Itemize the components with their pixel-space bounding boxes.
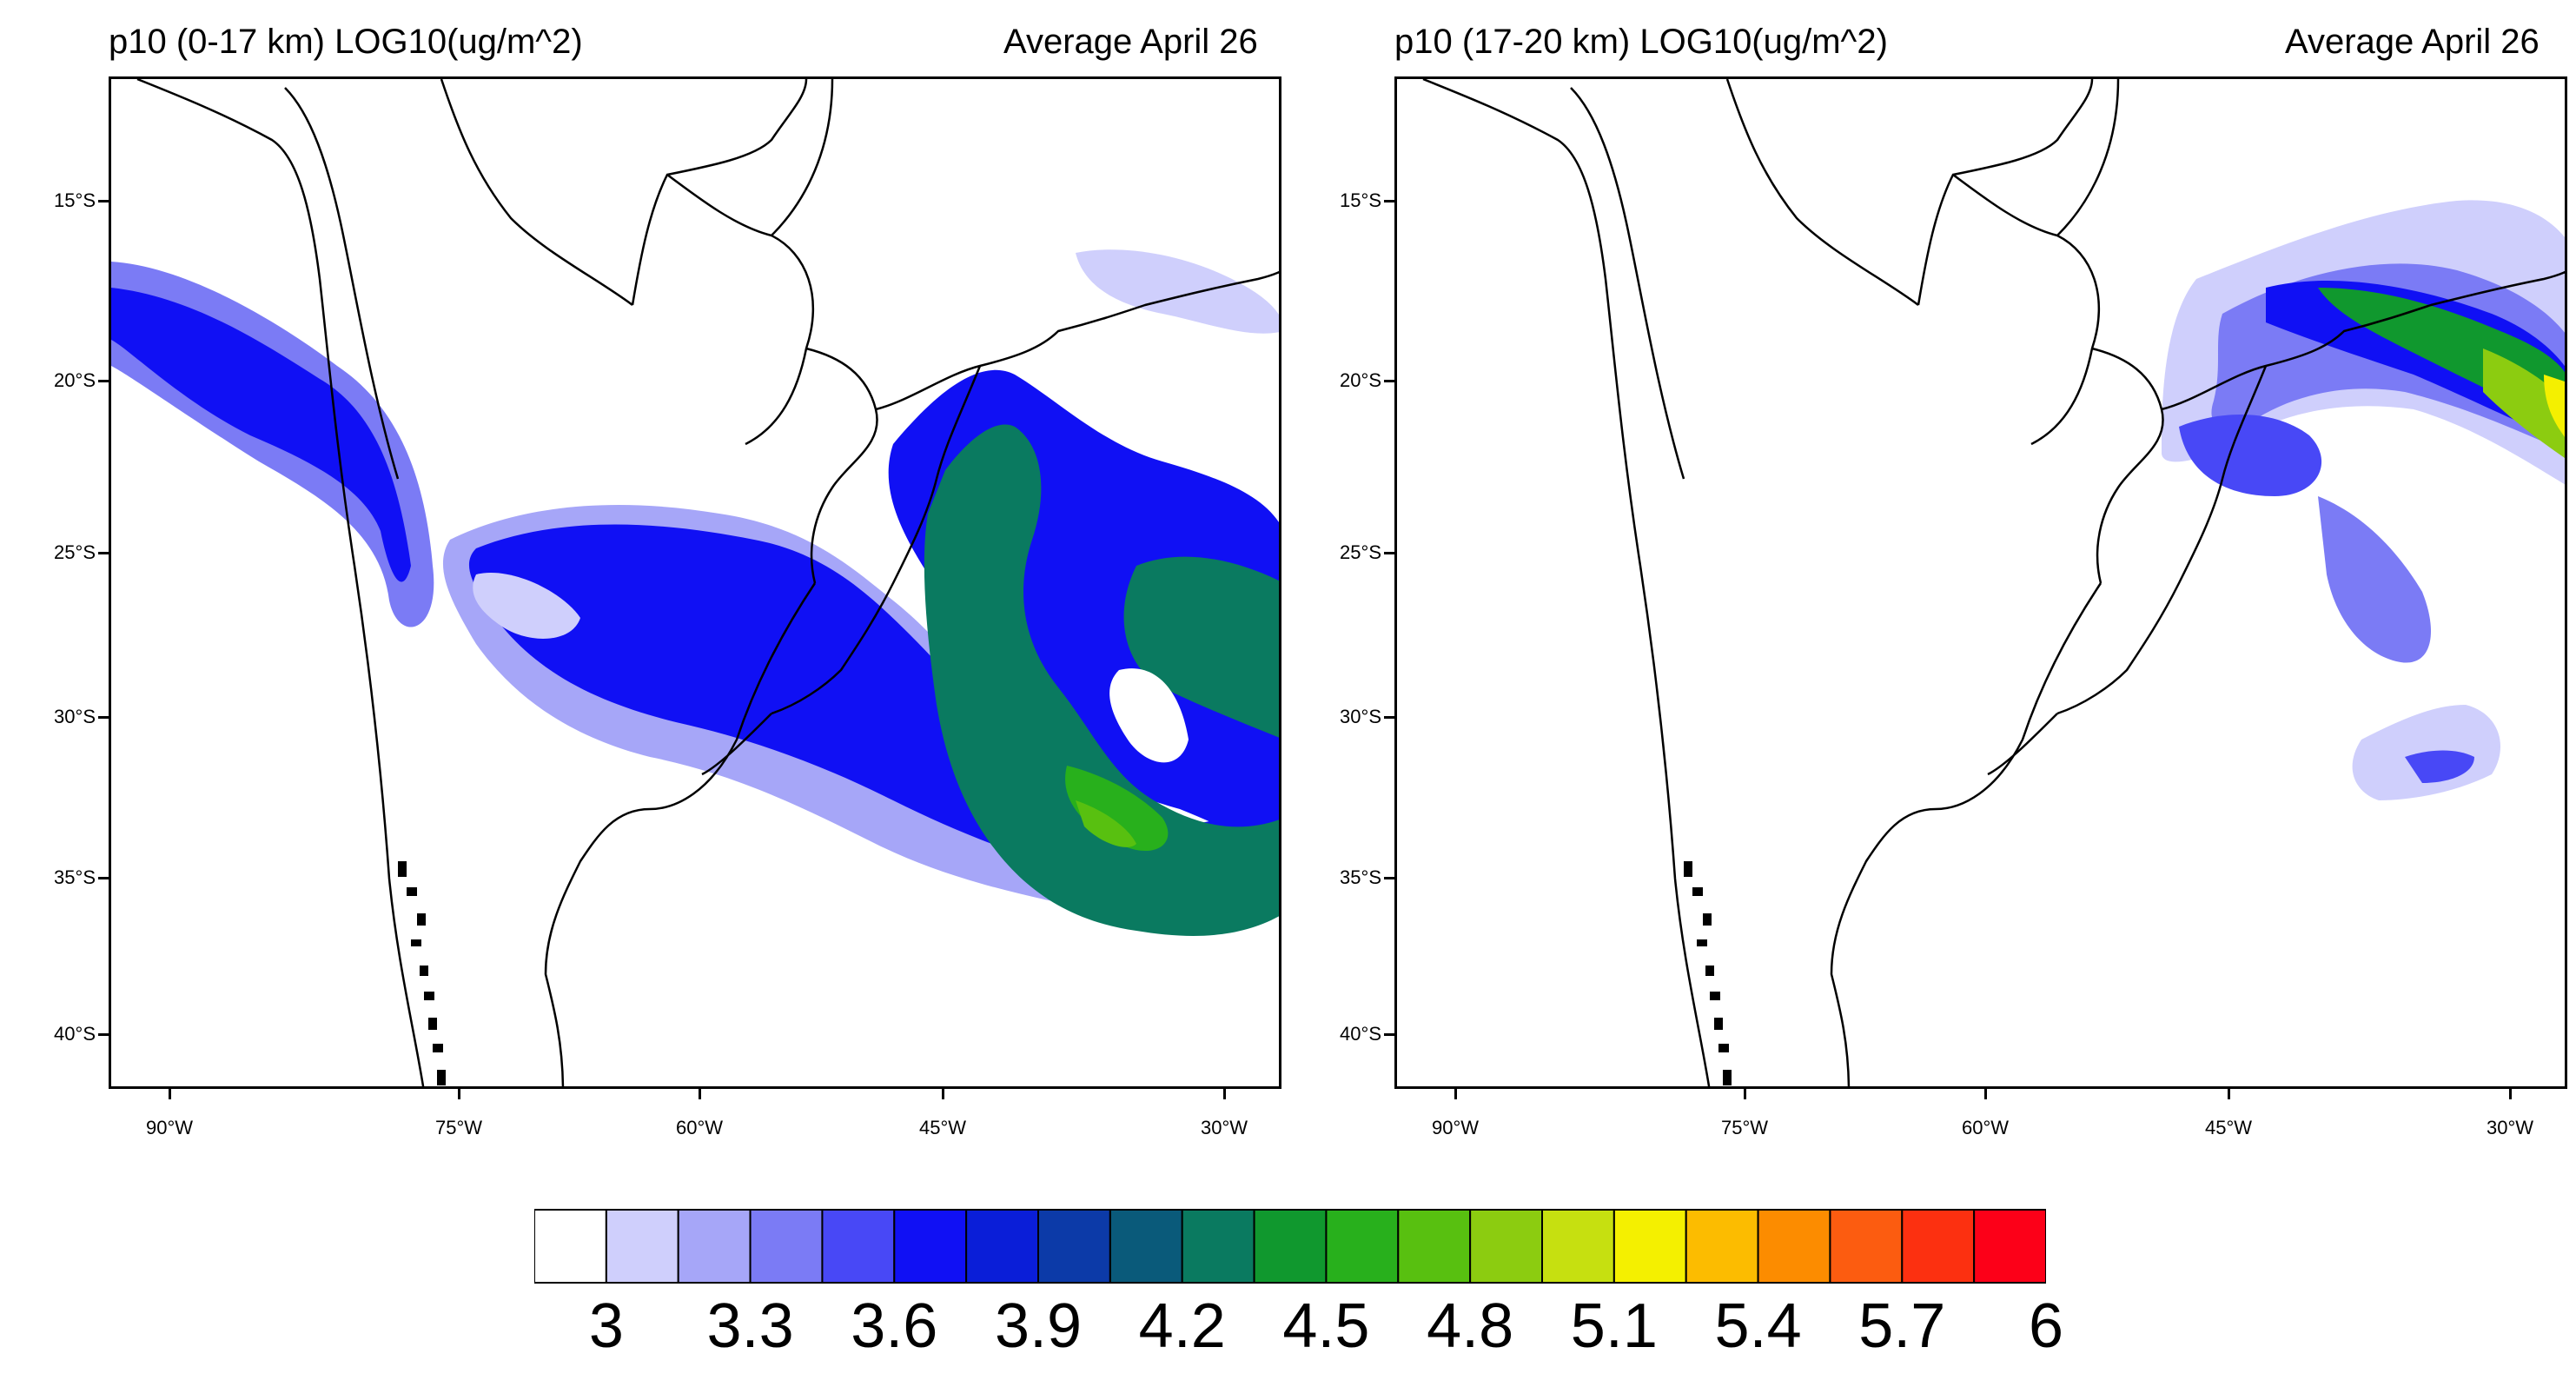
- colorbar-swatch: [1612, 1209, 1687, 1284]
- colorbar-swatch: [1829, 1209, 1904, 1284]
- lat-tick: [98, 552, 109, 554]
- colorbar-swatch: [1253, 1209, 1328, 1284]
- lon-tick-label: 90°W: [145, 1117, 194, 1138]
- panel-date-left: Average April 26: [1003, 23, 1258, 61]
- colorbar-swatch: [677, 1209, 752, 1284]
- lat-tick: [98, 380, 109, 382]
- colorbar-label: 3.9: [994, 1291, 1083, 1361]
- lat-tick: [1384, 716, 1394, 719]
- colorbar-label: 3: [588, 1291, 624, 1361]
- archipelago-left: [398, 861, 446, 1085]
- colorbar-swatch: [965, 1209, 1040, 1284]
- colorbar-swatch: [1757, 1209, 1831, 1284]
- lon-tick-label: 30°W: [1200, 1117, 1248, 1138]
- lat-tick-label: 15°S: [1340, 189, 1381, 211]
- colorbar-label: 5.1: [1570, 1291, 1658, 1361]
- colorbar-swatch: [1397, 1209, 1472, 1284]
- lon-tick-label: 60°W: [1961, 1117, 2010, 1138]
- lon-tick-label: 45°W: [2204, 1117, 2253, 1138]
- map-left: [111, 79, 1279, 1086]
- lat-tick: [98, 716, 109, 719]
- lon-tick: [1223, 1089, 1226, 1099]
- lat-tick: [98, 200, 109, 202]
- map-frame-right: [1394, 76, 2567, 1089]
- colorbar-swatch: [1541, 1209, 1615, 1284]
- colorbar-label: 4.2: [1138, 1291, 1226, 1361]
- colorbar-label: 5.7: [1858, 1291, 1946, 1361]
- lat-tick-label: 30°S: [1340, 706, 1381, 727]
- colorbar-swatch: [749, 1209, 824, 1284]
- lat-tick: [1384, 1033, 1394, 1036]
- lon-tick-label: 90°W: [1431, 1117, 1480, 1138]
- map-right: [1422, 79, 2565, 1086]
- colorbar-swatch: [1469, 1209, 1544, 1284]
- lat-tick-label: 20°S: [1340, 369, 1381, 391]
- colorbar-label: 6: [2028, 1291, 2064, 1361]
- colorbar-swatch: [1037, 1209, 1111, 1284]
- colorbar-swatch: [605, 1209, 679, 1284]
- colorbar-swatch: [821, 1209, 896, 1284]
- lon-tick: [1454, 1089, 1457, 1099]
- lat-tick: [98, 1033, 109, 1036]
- colorbar: [534, 1209, 2046, 1284]
- archipelago-right: [1684, 861, 1732, 1085]
- colorbar-label: 3.6: [851, 1291, 938, 1361]
- lat-tick: [1384, 877, 1394, 879]
- coastlines-left: [136, 79, 1279, 1086]
- lon-tick-label: 30°W: [2486, 1117, 2534, 1138]
- colorbar-label: 4.5: [1282, 1291, 1370, 1361]
- lon-tick-label: 75°W: [434, 1117, 483, 1138]
- lat-tick: [98, 877, 109, 879]
- colorbar-swatch: [534, 1209, 607, 1284]
- colorbar-swatch: [1685, 1209, 1759, 1284]
- lat-tick-label: 40°S: [54, 1023, 96, 1045]
- colorbar-swatch: [1973, 1209, 2046, 1284]
- lon-tick-label: 75°W: [1720, 1117, 1769, 1138]
- lon-tick: [169, 1089, 171, 1099]
- panel-date-right: Average April 26: [2285, 23, 2540, 61]
- colorbar-label: 4.8: [1427, 1291, 1514, 1361]
- plume-right: [2162, 200, 2565, 800]
- panel-title-left: p10 (0-17 km) LOG10(ug/m^2): [109, 23, 583, 61]
- lon-tick: [699, 1089, 701, 1099]
- lat-tick-label: 35°S: [1340, 866, 1381, 888]
- map-frame-left: [109, 76, 1281, 1089]
- colorbar-swatch: [1109, 1209, 1183, 1284]
- lat-tick: [1384, 200, 1394, 202]
- lon-tick-label: 60°W: [675, 1117, 724, 1138]
- lat-tick: [1384, 552, 1394, 554]
- lat-tick-label: 35°S: [54, 866, 96, 888]
- lat-tick-label: 25°S: [1340, 541, 1381, 563]
- lat-tick-label: 40°S: [1340, 1023, 1381, 1045]
- lat-tick: [1384, 380, 1394, 382]
- lon-tick: [1984, 1089, 1987, 1099]
- lon-tick: [2509, 1089, 2512, 1099]
- lon-tick: [458, 1089, 460, 1099]
- lon-tick: [1744, 1089, 1746, 1099]
- colorbar-label: 5.4: [1714, 1291, 1802, 1361]
- lon-tick-label: 45°W: [918, 1117, 967, 1138]
- lat-tick-label: 15°S: [54, 189, 96, 211]
- lon-tick: [942, 1089, 944, 1099]
- colorbar-label: 3.3: [706, 1291, 794, 1361]
- colorbar-swatch: [1901, 1209, 1976, 1284]
- colorbar-swatch: [893, 1209, 968, 1284]
- lat-tick-label: 30°S: [54, 706, 96, 727]
- plume-left: [111, 249, 1279, 936]
- lat-tick-label: 20°S: [54, 369, 96, 391]
- coastlines-right: [1422, 79, 2565, 1086]
- panel-title-right: p10 (17-20 km) LOG10(ug/m^2): [1394, 23, 1888, 61]
- colorbar-swatch: [1181, 1209, 1255, 1284]
- colorbar-swatch: [1325, 1209, 1400, 1284]
- lat-tick-label: 25°S: [54, 541, 96, 563]
- lon-tick: [2228, 1089, 2230, 1099]
